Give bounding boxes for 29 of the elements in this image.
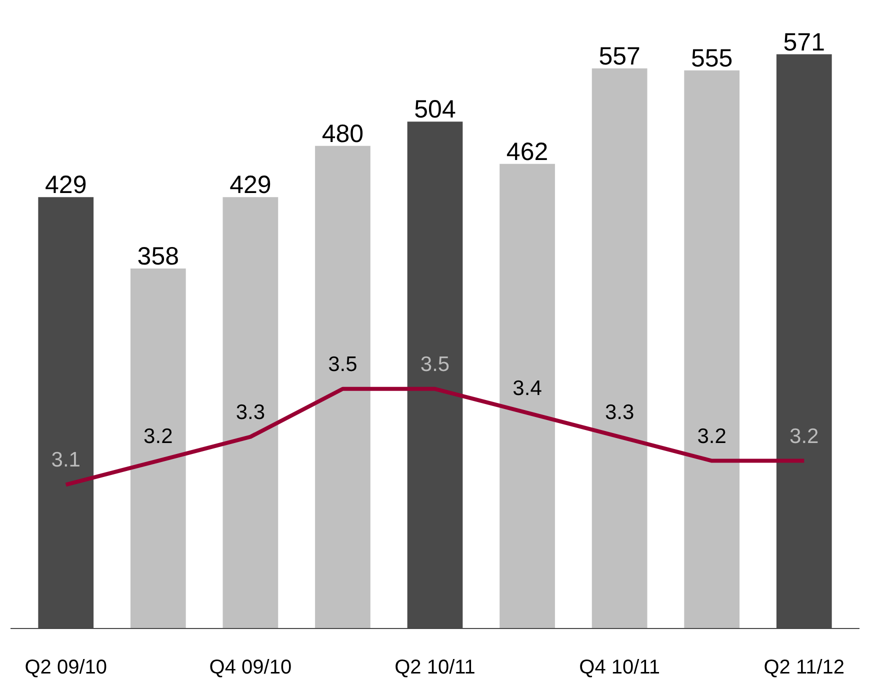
data-label: 3.3 (604, 400, 634, 424)
bar (500, 164, 555, 628)
data-label: 429 (230, 171, 272, 200)
data-label: 480 (322, 120, 364, 148)
data-label: 3.2 (697, 424, 726, 448)
data-label: 3.5 (328, 352, 358, 376)
data-label: 462 (506, 138, 548, 166)
bar (315, 146, 370, 628)
data-label: 557 (598, 42, 640, 70)
data-label: 3.1 (51, 448, 80, 472)
x-tick-label: Q4 10/11 (579, 656, 660, 678)
data-label: 3.2 (144, 424, 173, 448)
data-label: 555 (690, 44, 733, 72)
x-tick-label: Q2 11/12 (764, 656, 845, 678)
bar (222, 197, 278, 628)
x-tick-label: Q4 09/10 (209, 656, 292, 678)
data-label: 571 (783, 28, 825, 56)
data-label: 3.3 (236, 400, 266, 424)
x-tick-label: Q2 10/11 (394, 656, 476, 678)
bar (130, 268, 186, 628)
data-label: 3.4 (512, 376, 542, 400)
data-label: 358 (137, 242, 180, 270)
bar (684, 70, 740, 628)
data-label: 3.5 (420, 352, 450, 376)
data-label: 429 (45, 171, 87, 200)
data-label: 504 (414, 96, 456, 124)
bar (592, 68, 648, 628)
data-label: 3.2 (790, 424, 819, 448)
x-tick-label: Q2 09/10 (24, 656, 108, 678)
